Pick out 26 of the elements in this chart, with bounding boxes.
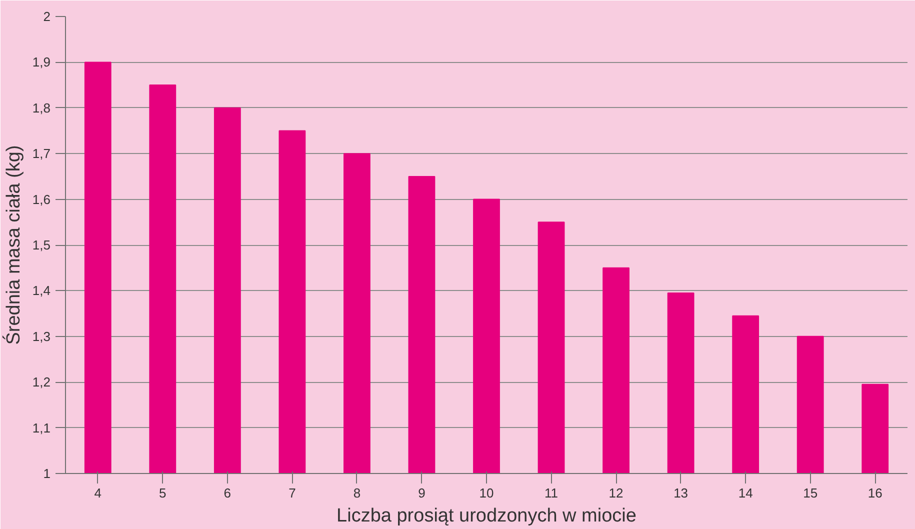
y-tick-label: 1 (43, 466, 51, 481)
x-axis-title: Liczba prosiąt urodzonych w miocie (336, 506, 636, 526)
x-tick-label: 5 (159, 486, 166, 500)
x-tick-label: 11 (544, 486, 558, 500)
y-tick-label: 1,9 (32, 54, 51, 70)
x-tick-label: 12 (608, 486, 624, 500)
y-tick-label: 1,6 (32, 192, 51, 207)
x-tick-label: 9 (418, 486, 426, 500)
x-tick-label: 8 (353, 486, 361, 500)
y-axis-title: Średnia masa ciała (kg) (1, 145, 24, 345)
y-tick-label: 1,8 (32, 100, 51, 116)
x-tick-label: 16 (868, 486, 882, 500)
x-tick-label: 13 (674, 486, 688, 500)
y-tick-label: 1,5 (32, 238, 51, 252)
y-tick-label: 1,7 (32, 146, 51, 162)
y-tick-label: 1,2 (32, 374, 51, 390)
x-tick-label: 14 (738, 486, 753, 500)
y-tick-label: 2 (43, 9, 51, 24)
x-tick-label: 6 (224, 486, 232, 500)
x-tick-label: 10 (479, 486, 494, 500)
y-tick-label: 1,4 (32, 283, 51, 298)
x-tick-label: 15 (803, 486, 818, 500)
y-tick-label: 1,3 (32, 328, 51, 344)
x-tick-label: 7 (288, 486, 296, 500)
x-tick-label: 4 (94, 486, 102, 500)
y-tick-label: 1,1 (32, 420, 51, 436)
